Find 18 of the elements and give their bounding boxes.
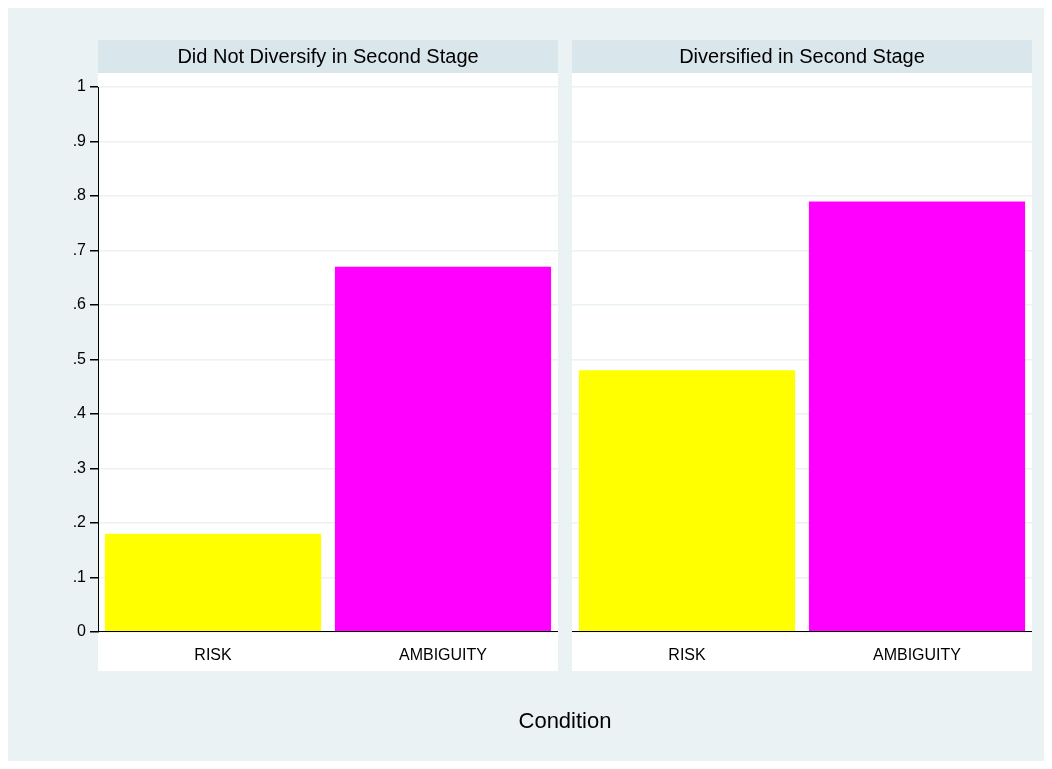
y-tick-label: .1: [72, 567, 87, 585]
y-tick-label: .8: [72, 186, 87, 204]
x-tick-label: RISK: [194, 645, 232, 663]
y-tick-label: .2: [72, 513, 87, 531]
chart-title: Did Not Diversify in Second Stage: [98, 40, 558, 73]
x-axis-title: Condition: [517, 708, 613, 734]
y-tick-label: .4: [72, 404, 87, 422]
y-tick-label: .5: [72, 349, 87, 367]
y-tick-label: 1: [77, 77, 87, 95]
y-tick-label: .9: [72, 131, 87, 149]
chart-title: Diversified in Second Stage: [572, 40, 1032, 73]
y-tick-label: 0: [77, 622, 87, 640]
y-tick-label: .6: [72, 295, 87, 313]
x-tick-label: RISK: [668, 645, 706, 663]
x-tick-label: AMBIGUITY: [398, 645, 488, 663]
y-tick-label: .7: [72, 240, 87, 258]
y-tick-label: .3: [72, 458, 87, 476]
x-tick-label: AMBIGUITY: [872, 645, 962, 663]
